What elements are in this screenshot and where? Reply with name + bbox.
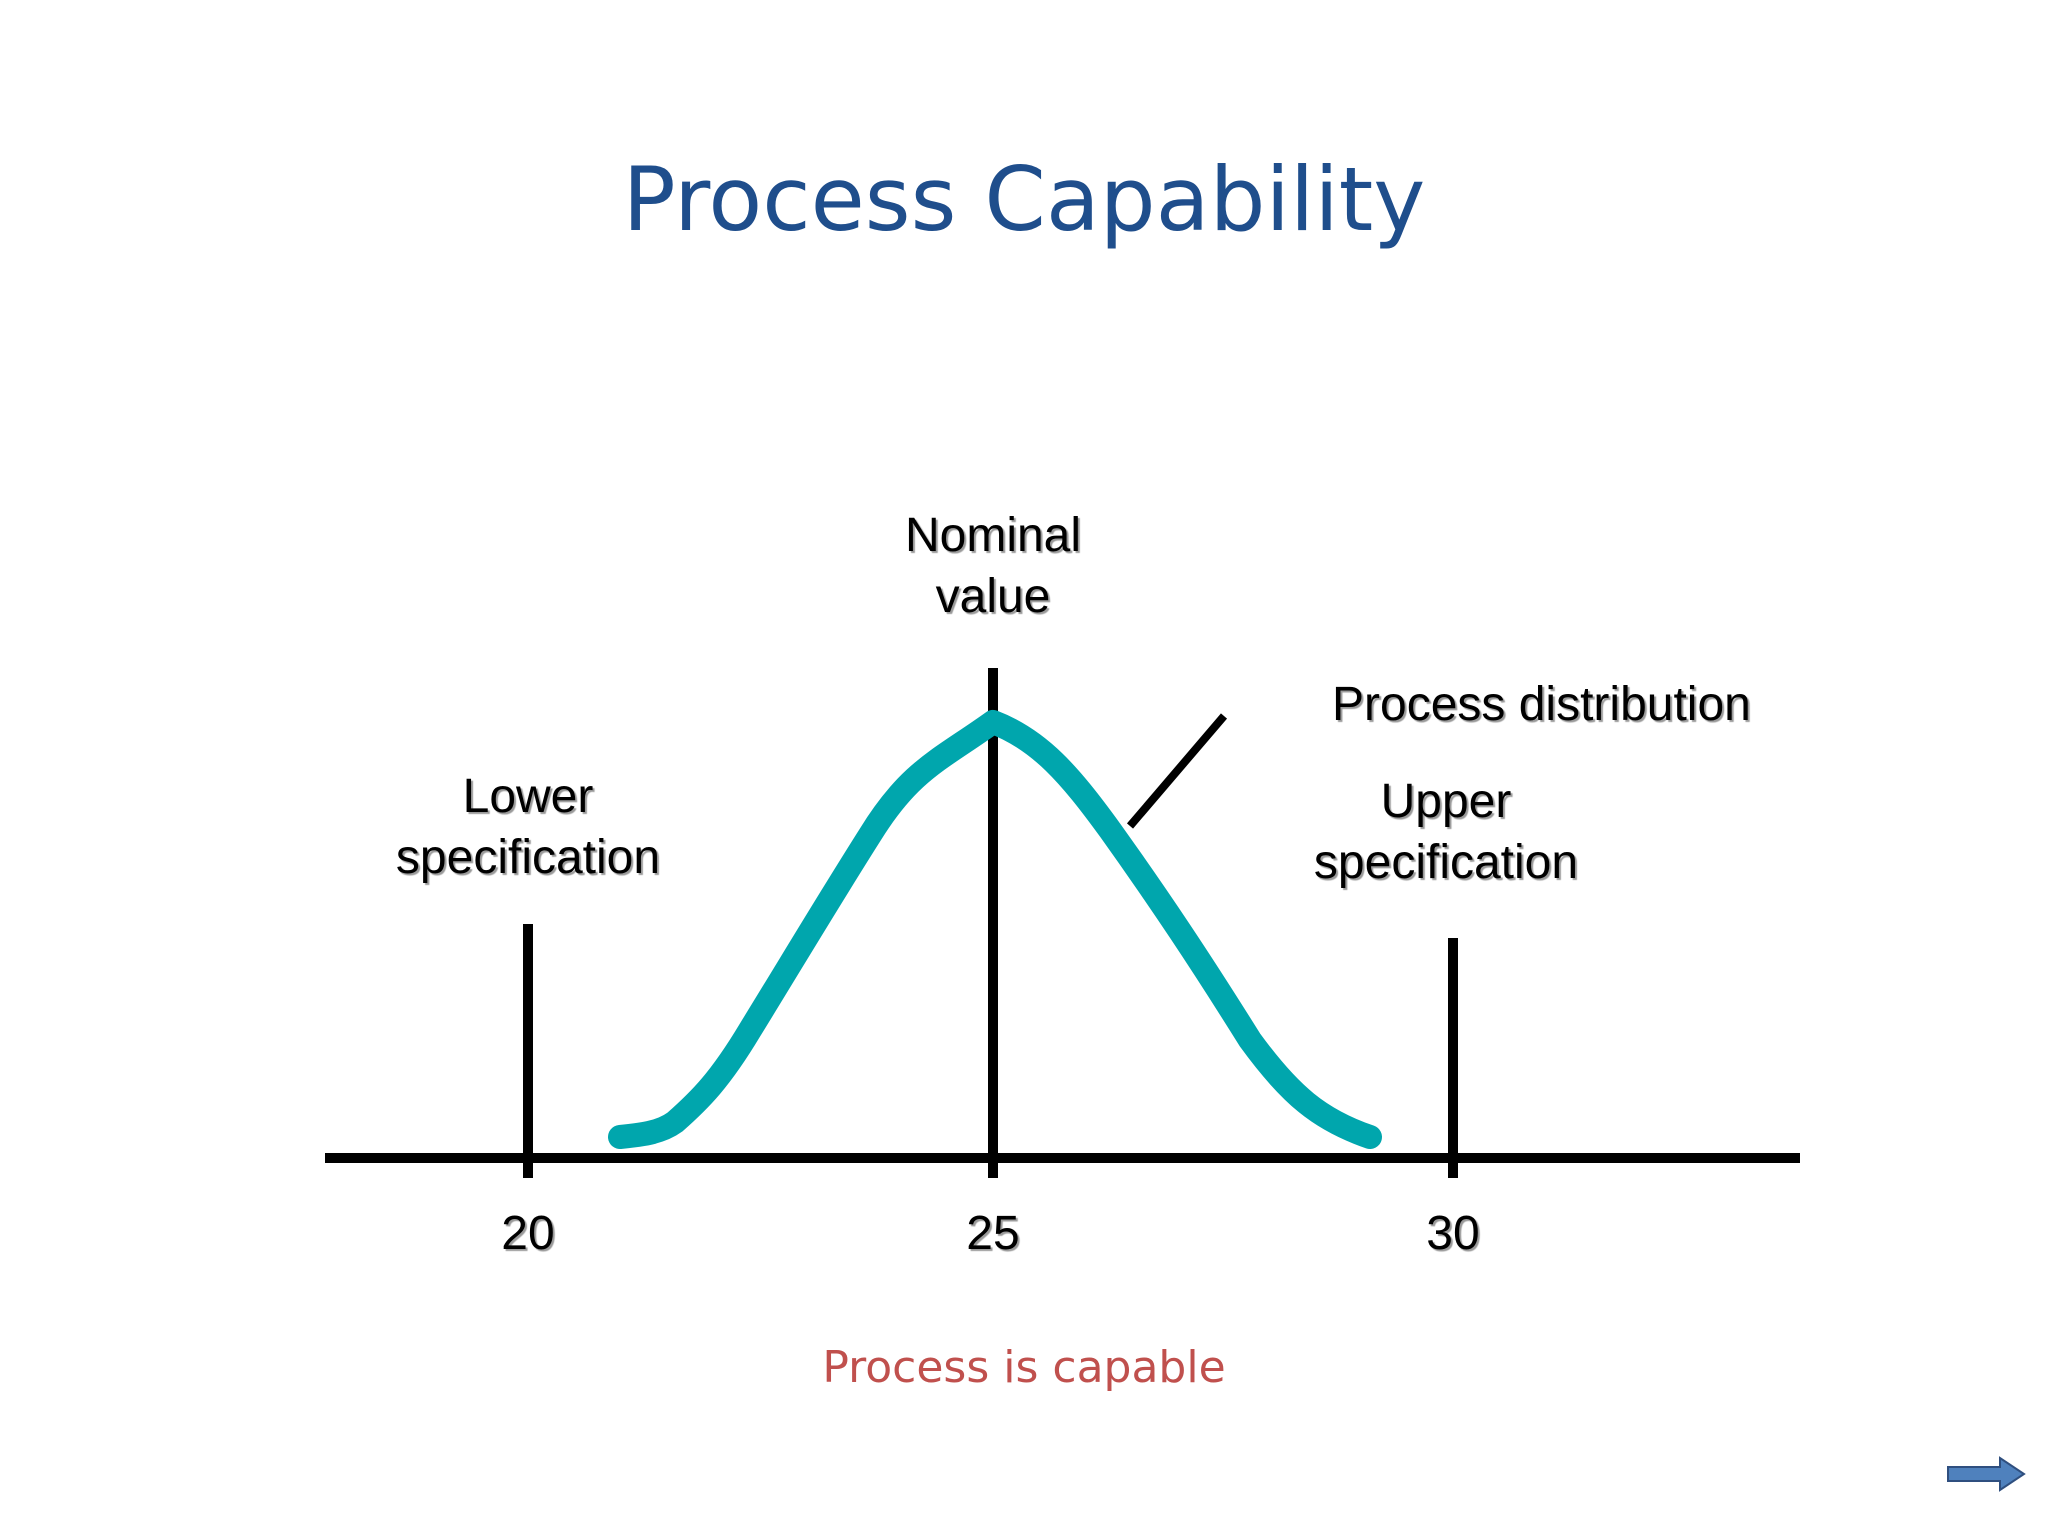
- process-distribution-label: Process distribution: [1332, 678, 1751, 731]
- nominal-value-label: Nominal value: [893, 505, 1093, 627]
- process-distribution-curve: [608, 710, 1382, 1149]
- upper-label-line2: specification: [1313, 836, 1579, 889]
- nominal-label-line2: value: [935, 570, 1051, 623]
- slide-title: Process Capability: [622, 148, 1426, 251]
- lower-label-line2: specification: [395, 831, 661, 884]
- capability-caption: Process is capable: [822, 1342, 1226, 1393]
- nominal-label-line1: Nominal: [904, 509, 1082, 562]
- tick-label-20: 20: [501, 1207, 555, 1260]
- upper-specification-label: Upper specification: [1296, 771, 1596, 893]
- upper-label-line1: Upper: [1380, 775, 1512, 828]
- tick-label-30: 30: [1426, 1207, 1480, 1260]
- tick-label-25: 25: [966, 1207, 1020, 1260]
- lower-specification-label: Lower specification: [378, 766, 678, 888]
- distribution-pointer-line: [1126, 713, 1228, 829]
- lower-label-line1: Lower: [462, 770, 594, 823]
- right-arrow-icon[interactable]: [1946, 1456, 2026, 1492]
